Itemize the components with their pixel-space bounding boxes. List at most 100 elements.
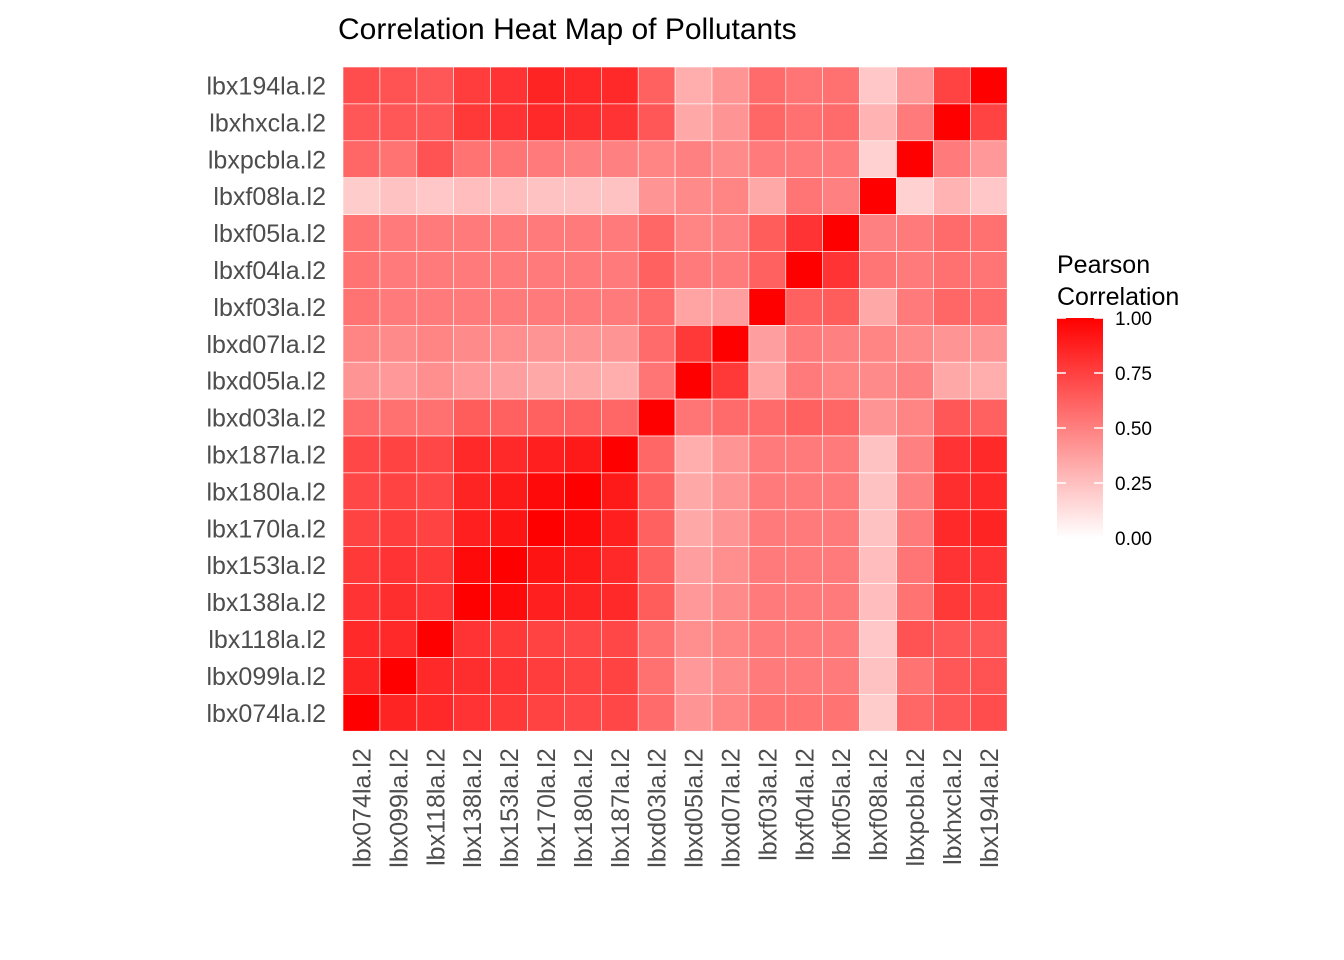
heatmap-cell bbox=[416, 324, 454, 363]
heatmap-cell bbox=[933, 324, 971, 363]
heatmap-cell bbox=[637, 140, 676, 179]
heatmap-cell bbox=[637, 657, 676, 695]
heatmap-cell bbox=[711, 693, 750, 732]
heatmap-cell bbox=[785, 288, 823, 326]
heatmap-cell bbox=[748, 251, 787, 289]
heatmap-cell bbox=[822, 546, 860, 584]
y-axis-ticks: lbx194la.l2 lbxhxcla.l2 lbxpcbla.l2 lbxf08l… bbox=[206, 72, 326, 727]
heatmap-cell bbox=[674, 693, 713, 732]
heatmap-cell bbox=[416, 435, 454, 474]
heatmap-cell bbox=[527, 140, 565, 179]
heatmap-cell bbox=[416, 509, 454, 547]
heatmap-cell bbox=[600, 693, 639, 732]
heatmap-cell bbox=[564, 361, 602, 400]
heatmap-cell bbox=[490, 693, 528, 732]
heatmap-cell bbox=[379, 583, 418, 621]
heatmap-cell bbox=[711, 583, 750, 621]
heatmap-cell bbox=[785, 214, 823, 252]
heatmap-cell bbox=[600, 435, 639, 474]
heatmap-cell bbox=[933, 398, 971, 437]
heatmap-cell bbox=[896, 288, 934, 326]
y-tick-label: lbxd05la.l2 bbox=[206, 368, 326, 396]
heatmap-cell bbox=[969, 288, 1008, 326]
heatmap-cell bbox=[674, 140, 713, 179]
heatmap-cell bbox=[453, 66, 491, 105]
heatmap-cell bbox=[822, 324, 860, 363]
heatmap-cell bbox=[379, 140, 418, 179]
heatmap-cell bbox=[416, 398, 454, 437]
heatmap-cell bbox=[600, 361, 639, 400]
heatmap-cell bbox=[933, 140, 971, 179]
heatmap-cell bbox=[490, 620, 528, 658]
heatmap-cell bbox=[527, 177, 565, 215]
heatmap-cell bbox=[453, 657, 491, 695]
heatmap-cell bbox=[600, 509, 639, 547]
heatmap-cell bbox=[859, 103, 897, 142]
heatmap-cell bbox=[564, 177, 602, 215]
heatmap-cell bbox=[637, 251, 676, 289]
heatmap-cell bbox=[564, 509, 602, 547]
heatmap-cell bbox=[674, 509, 713, 547]
heatmap-cell bbox=[711, 509, 750, 547]
heatmap-cell bbox=[416, 546, 454, 584]
y-tick-label: lbx099la.l2 bbox=[206, 663, 326, 691]
heatmap-cell bbox=[490, 361, 528, 400]
heatmap-cell bbox=[785, 435, 823, 474]
heatmap-cell bbox=[453, 472, 491, 511]
heatmap-cell bbox=[674, 177, 713, 215]
heatmap-cell bbox=[748, 509, 787, 547]
heatmap-cell bbox=[933, 546, 971, 584]
heatmap-cell bbox=[969, 214, 1008, 252]
heatmap-cell bbox=[969, 583, 1008, 621]
heatmap-cell bbox=[859, 361, 897, 400]
heatmap-cell bbox=[416, 657, 454, 695]
heatmap-cell bbox=[637, 398, 676, 437]
heatmap-cell bbox=[711, 361, 750, 400]
heatmap-cell bbox=[342, 103, 381, 142]
heatmap-cell bbox=[859, 140, 897, 179]
heatmap-cell bbox=[822, 66, 860, 105]
y-tick-label: lbxf03la.l2 bbox=[213, 294, 326, 322]
heatmap-cell bbox=[490, 140, 528, 179]
heatmap-cell bbox=[379, 214, 418, 252]
heatmap-cell bbox=[711, 177, 750, 215]
heatmap-cell bbox=[859, 435, 897, 474]
heatmap-cell bbox=[490, 435, 528, 474]
heatmap-cell bbox=[748, 324, 787, 363]
y-tick-label: lbxd07la.l2 bbox=[206, 331, 326, 359]
heatmap-cell bbox=[785, 398, 823, 437]
heatmap-cell bbox=[490, 251, 528, 289]
heatmap-cell bbox=[896, 657, 934, 695]
heatmap-cell bbox=[527, 509, 565, 547]
heatmap-cell bbox=[637, 361, 676, 400]
heatmap-cell bbox=[453, 324, 491, 363]
heatmap-cell bbox=[453, 398, 491, 437]
legend-tick-label: 0.25 bbox=[1115, 474, 1152, 495]
x-axis-ticks: lbx074la.l2 lbx099la.l2 lbx118la.l2 lbx138l… bbox=[348, 748, 1003, 868]
heatmap-cell bbox=[785, 177, 823, 215]
heatmap-cell bbox=[342, 546, 381, 584]
x-tick-label: lbxd07la.l2 bbox=[717, 748, 745, 868]
heatmap-cell bbox=[969, 472, 1008, 511]
heatmap-cell bbox=[933, 472, 971, 511]
heatmap-cell bbox=[637, 693, 676, 732]
heatmap-cell bbox=[600, 324, 639, 363]
heatmap-cell bbox=[490, 398, 528, 437]
x-tick-label: lbx074la.l2 bbox=[348, 748, 376, 868]
heatmap-cell bbox=[822, 140, 860, 179]
heatmap-cell bbox=[527, 693, 565, 732]
heatmap-cell bbox=[859, 251, 897, 289]
heatmap-cell bbox=[637, 546, 676, 584]
heatmap-cell bbox=[453, 361, 491, 400]
y-tick-label: lbx138la.l2 bbox=[206, 589, 326, 617]
y-tick-label: lbx180la.l2 bbox=[206, 478, 326, 506]
heatmap-cell bbox=[822, 509, 860, 547]
heatmap-cell bbox=[416, 251, 454, 289]
heatmap-cell bbox=[969, 509, 1008, 547]
heatmap-cell bbox=[490, 288, 528, 326]
x-tick-label: lbxf05la.l2 bbox=[828, 748, 856, 861]
heatmap-cell bbox=[859, 693, 897, 732]
heatmap-cell bbox=[785, 546, 823, 584]
heatmap-cell bbox=[600, 66, 639, 105]
